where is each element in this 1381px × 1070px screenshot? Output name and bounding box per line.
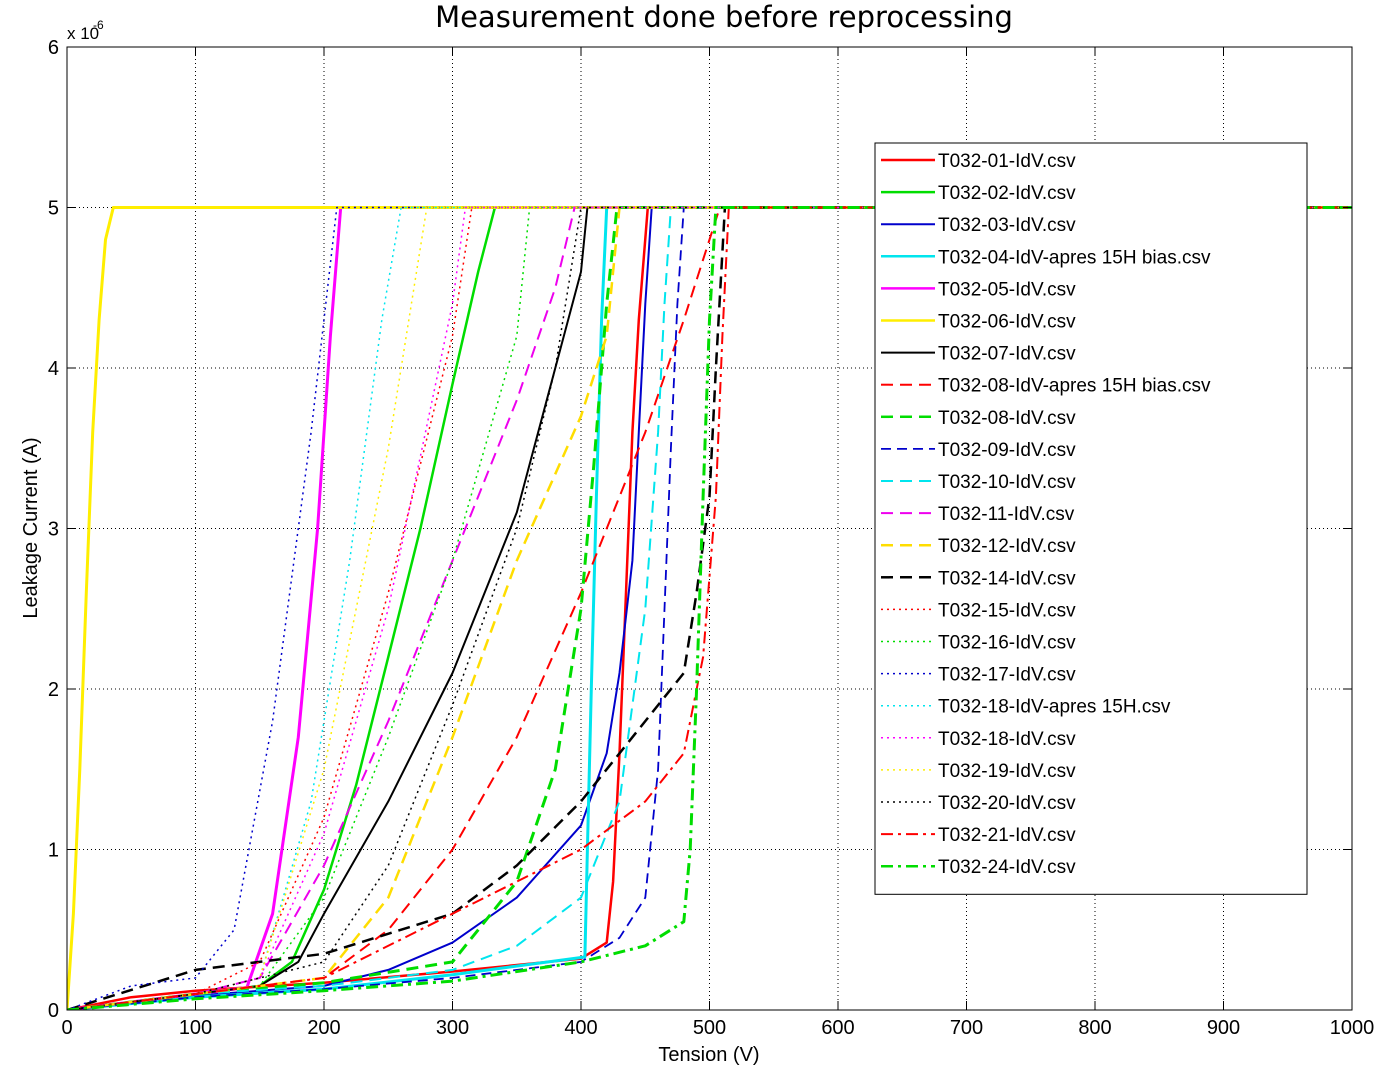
legend-entry: T032-07-IdV.csv bbox=[938, 344, 1076, 365]
series-line bbox=[67, 206, 1352, 1010]
legend-entry: T032-24-IdV.csv bbox=[938, 857, 1076, 878]
x-tick-label: 700 bbox=[950, 1017, 983, 1039]
x-tick-label: 300 bbox=[436, 1017, 469, 1039]
series-line bbox=[67, 206, 1352, 1010]
chart-title: Measurement done before reprocessing bbox=[435, 0, 1013, 34]
x-tick-label: 200 bbox=[307, 1017, 340, 1039]
series-line bbox=[67, 206, 1352, 1010]
legend-entry: T032-02-IdV.csv bbox=[938, 183, 1076, 204]
y-tick-label: 0 bbox=[48, 1000, 59, 1022]
legend-entry: T032-17-IdV.csv bbox=[938, 665, 1076, 686]
legend-entry: T032-10-IdV.csv bbox=[938, 472, 1076, 493]
legend: T032-01-IdV.csv T032-02-IdV.csv T032-03-Id… bbox=[874, 142, 1308, 895]
legend-entry: T032-04-IdV-apres 15H bias.csv bbox=[938, 247, 1211, 268]
legend-entry: T032-12-IdV.csv bbox=[938, 536, 1076, 557]
legend-entry: T032-16-IdV.csv bbox=[938, 633, 1076, 654]
y-axis-label: Leakage Current (A) bbox=[20, 437, 42, 618]
y-tick-label: 5 bbox=[48, 198, 59, 220]
series-line bbox=[67, 206, 1352, 1010]
series-line bbox=[67, 206, 1352, 1010]
y-multiplier: x 10 -6 bbox=[67, 18, 104, 43]
legend-box bbox=[874, 142, 1308, 895]
x-tick-label: 100 bbox=[179, 1017, 212, 1039]
axis-ticks: 0 100 200 300 400 500 600 700 800 900 1000 0 1 2 3 4 5 6 bbox=[48, 37, 1374, 1039]
series-line bbox=[67, 206, 1352, 1010]
legend-entry: T032-03-IdV.csv bbox=[938, 215, 1076, 236]
y-multiplier-label: x 10 bbox=[67, 24, 99, 43]
legend-entry: T032-08-IdV.csv bbox=[938, 408, 1076, 429]
series-lines bbox=[67, 206, 1352, 1010]
legend-entry: T032-09-IdV.csv bbox=[938, 440, 1076, 461]
legend-entry: T032-19-IdV.csv bbox=[938, 761, 1076, 782]
legend-entry: T032-18-IdV-apres 15H.csv bbox=[938, 697, 1171, 718]
y-tick-label: 4 bbox=[48, 358, 59, 380]
legend-entry: T032-20-IdV.csv bbox=[938, 793, 1076, 814]
x-axis-label: Tension (V) bbox=[658, 1044, 759, 1066]
series-line bbox=[67, 206, 1352, 1010]
y-tick-label: 2 bbox=[48, 679, 59, 701]
y-tick-label: 3 bbox=[48, 519, 59, 541]
y-tick-label: 6 bbox=[48, 37, 59, 59]
series-line bbox=[67, 206, 1352, 1010]
x-tick-label: 600 bbox=[821, 1017, 854, 1039]
series-line bbox=[67, 206, 1352, 1010]
x-tick-label: 400 bbox=[564, 1017, 597, 1039]
legend-entry: T032-08-IdV-apres 15H bias.csv bbox=[938, 376, 1211, 397]
x-tick-label: 800 bbox=[1078, 1017, 1111, 1039]
series-line bbox=[67, 206, 1352, 1010]
x-tick-label: 500 bbox=[693, 1017, 726, 1039]
series-line bbox=[67, 206, 1352, 1010]
legend-entry: T032-01-IdV.csv bbox=[938, 151, 1076, 172]
legend-entry: T032-21-IdV.csv bbox=[938, 825, 1076, 846]
y-tick-label: 1 bbox=[48, 840, 59, 862]
legend-entry: T032-14-IdV.csv bbox=[938, 568, 1076, 589]
x-tick-label: 1000 bbox=[1330, 1017, 1375, 1039]
legend-entry: T032-06-IdV.csv bbox=[938, 312, 1076, 333]
legend-entry: T032-18-IdV.csv bbox=[938, 729, 1076, 750]
y-multiplier-exponent: -6 bbox=[93, 18, 104, 32]
legend-entry: T032-05-IdV.csv bbox=[938, 279, 1076, 300]
series-line bbox=[67, 206, 1352, 1010]
legend-entry: T032-11-IdV.csv bbox=[938, 504, 1075, 525]
x-tick-label: 900 bbox=[1207, 1017, 1240, 1039]
x-tick-label: 0 bbox=[61, 1017, 72, 1039]
legend-entry: T032-15-IdV.csv bbox=[938, 600, 1076, 621]
